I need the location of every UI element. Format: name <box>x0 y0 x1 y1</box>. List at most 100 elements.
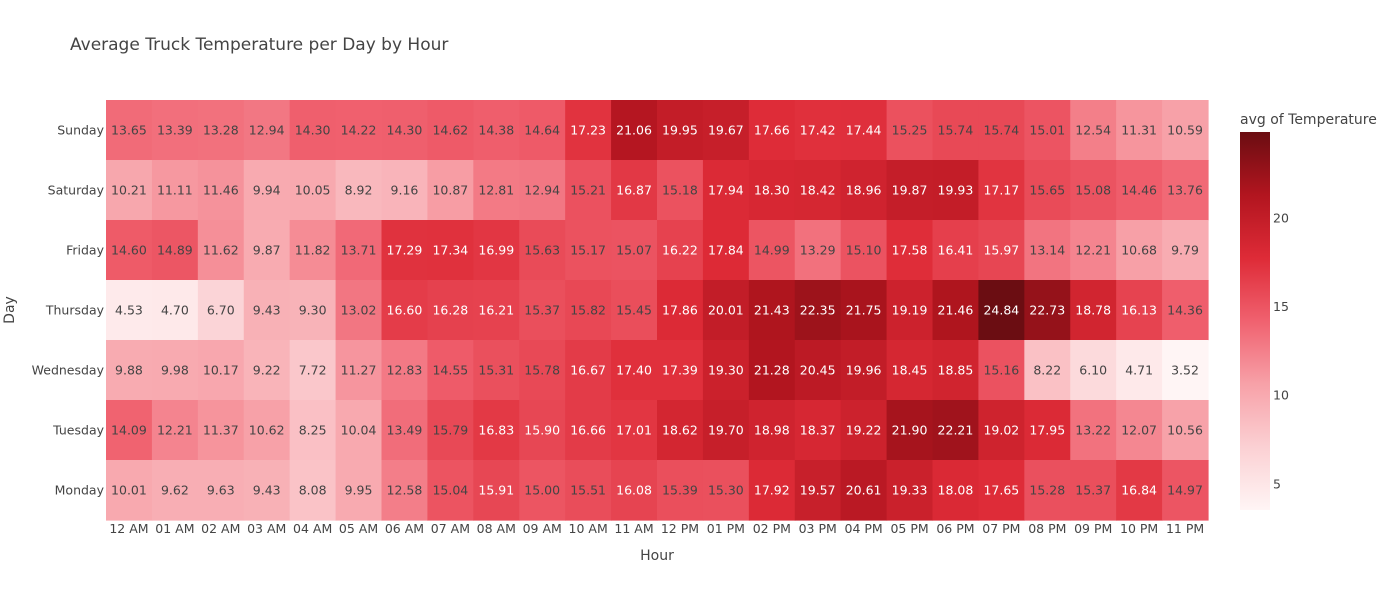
cell-value-label: 17.23 <box>570 123 606 138</box>
heatmap-cell <box>519 280 566 341</box>
heatmap-cell <box>151 400 199 461</box>
cell-value-label: 18.42 <box>800 183 836 198</box>
x-tick-label: 06 PM <box>936 521 974 536</box>
y-axis-label: Day <box>2 296 18 324</box>
x-tick-label: 12 PM <box>661 521 699 536</box>
heatmap-cell <box>1116 340 1163 401</box>
heatmap-cell <box>1024 160 1071 221</box>
heatmap-cell <box>1116 460 1163 521</box>
heatmap-cell <box>197 160 245 221</box>
x-tick-label: 09 AM <box>523 521 562 536</box>
x-tick-label: 02 PM <box>753 521 791 536</box>
y-tick-label: Friday <box>66 243 104 258</box>
cell-value-label: 15.39 <box>662 483 698 498</box>
cell-value-label: 19.02 <box>983 423 1019 438</box>
x-tick-label: 09 PM <box>1074 521 1112 536</box>
x-tick-label: 12 AM <box>109 521 148 536</box>
heatmap-cell <box>381 460 429 521</box>
heatmap-cell <box>1070 160 1117 221</box>
colorbar-tick-label: 15 <box>1273 299 1289 314</box>
heatmap-cell <box>197 340 245 401</box>
cell-value-label: 15.21 <box>570 183 606 198</box>
heatmap-cell <box>565 220 612 281</box>
cell-value-label: 4.53 <box>115 303 143 318</box>
heatmap-cell <box>1116 100 1163 161</box>
cell-value-label: 16.66 <box>570 423 606 438</box>
heatmap-cell <box>243 160 291 221</box>
cell-value-label: 17.86 <box>662 303 698 318</box>
cell-value-label: 19.67 <box>708 123 744 138</box>
heatmap-cell <box>197 400 245 461</box>
x-tick-label: 08 AM <box>477 521 516 536</box>
heatmap-cell <box>151 100 199 161</box>
cell-value-label: 17.58 <box>892 243 928 258</box>
heatmap-cell <box>335 100 383 161</box>
x-tick-label: 07 PM <box>982 521 1020 536</box>
heatmap-cell <box>978 100 1025 161</box>
heatmap-cell <box>473 400 520 461</box>
cell-value-label: 16.87 <box>616 183 652 198</box>
cell-value-label: 13.28 <box>203 123 239 138</box>
x-axis-ticks: 12 AM 01 AM 02 AM 03 AM 04 AM 05 AM 06 AM 07 AM… <box>109 521 1204 536</box>
heatmap-cell <box>335 160 383 221</box>
heatmap-cell <box>657 460 704 521</box>
heatmap-cell <box>794 340 842 401</box>
heatmap-cell <box>151 460 199 521</box>
heatmap-cell <box>519 340 566 401</box>
colorbar-ticks: 5 10 15 20 <box>1273 210 1289 491</box>
heatmap-cell <box>427 280 474 341</box>
heatmap-cell <box>1024 400 1071 461</box>
cell-value-label: 12.21 <box>1075 243 1111 258</box>
x-axis-label: Hour <box>640 548 674 564</box>
x-tick-label: 05 PM <box>890 521 928 536</box>
cell-value-label: 11.62 <box>203 243 239 258</box>
heatmap-cell <box>886 160 934 221</box>
cell-value-label: 8.22 <box>1033 363 1061 378</box>
cell-value-label: 17.94 <box>708 183 744 198</box>
heatmap-cell <box>748 400 796 461</box>
colorbar <box>1240 132 1270 510</box>
chart-title: Average Truck Temperature per Day by Hou… <box>70 35 448 55</box>
heatmap-cell <box>151 280 199 341</box>
heatmap-cell <box>335 340 383 401</box>
cell-value-label: 15.63 <box>524 243 560 258</box>
heatmap-cell <box>794 460 842 521</box>
heatmap-cell <box>473 340 520 401</box>
heatmap-cell <box>1070 220 1117 281</box>
cell-value-label: 12.81 <box>478 183 514 198</box>
cell-value-label: 17.39 <box>662 363 698 378</box>
heatmap-cell <box>886 100 934 161</box>
cell-value-label: 9.95 <box>345 483 373 498</box>
cell-value-label: 18.85 <box>938 363 974 378</box>
x-tick-label: 05 AM <box>339 521 378 536</box>
y-tick-label: Tuesday <box>52 423 104 438</box>
cell-value-label: 15.37 <box>1075 483 1111 498</box>
x-tick-label: 11 PM <box>1166 521 1204 536</box>
heatmap-cell <box>748 280 796 341</box>
colorbar-tick-label: 20 <box>1273 210 1289 225</box>
cell-value-label: 9.62 <box>161 483 189 498</box>
cell-value-label: 16.84 <box>1121 483 1157 498</box>
heatmap-cell <box>1162 460 1209 521</box>
cell-value-label: 15.30 <box>708 483 744 498</box>
cell-value-label: 15.07 <box>616 243 652 258</box>
heatmap-cell <box>702 280 750 341</box>
cell-value-label: 19.33 <box>892 483 928 498</box>
heatmap-cell <box>1024 460 1071 521</box>
heatmap-cell <box>243 340 291 401</box>
heatmap-cell <box>1070 400 1117 461</box>
cell-value-label: 14.36 <box>1167 303 1203 318</box>
cell-value-label: 19.70 <box>708 423 744 438</box>
cell-value-label: 17.66 <box>754 123 790 138</box>
cell-value-label: 9.98 <box>161 363 189 378</box>
cell-value-label: 12.54 <box>1075 123 1111 138</box>
cell-value-label: 22.21 <box>938 423 974 438</box>
cell-value-label: 21.90 <box>892 423 928 438</box>
heatmap-cell <box>197 280 245 341</box>
cell-value-label: 19.93 <box>938 183 974 198</box>
cell-value-label: 9.94 <box>253 183 281 198</box>
y-tick-label: Saturday <box>48 183 105 198</box>
heatmap-cell <box>657 400 704 461</box>
cell-value-label: 14.89 <box>157 243 193 258</box>
heatmap-cell <box>611 340 658 401</box>
